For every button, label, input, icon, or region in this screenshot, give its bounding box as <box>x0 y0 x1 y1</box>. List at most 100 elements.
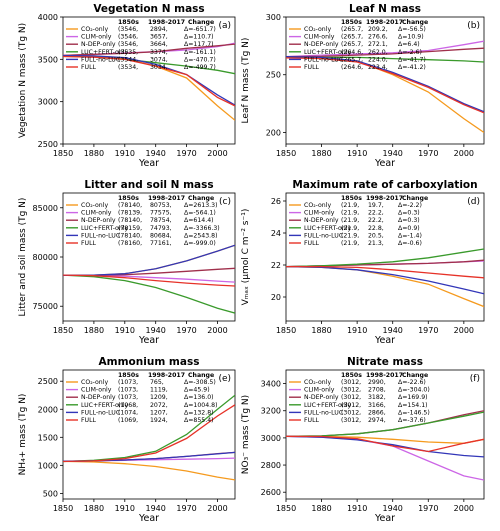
y-tick-label: 1000 <box>38 461 58 470</box>
y-axis-label: NH₄+ mass (Tg N) <box>18 394 28 476</box>
legend-series-name: FULL <box>304 240 320 247</box>
legend-value-change: Δ=169.9) <box>398 394 428 401</box>
x-axis-label: Year <box>138 335 159 346</box>
legend-header-1850s: 1850s <box>341 195 362 202</box>
y-tick-label: 4000 <box>38 13 58 22</box>
panel-letter: (b) <box>467 21 480 31</box>
x-tick-label: 1880 <box>311 326 331 335</box>
legend-value-change: Δ=-499.7) <box>184 64 216 71</box>
y-tick-label: 80000 <box>33 253 58 262</box>
legend-series-name: FULL-no-LUC <box>81 56 120 63</box>
legend-value-change: Δ=-1.4) <box>398 232 422 239</box>
legend-value-change: Δ=-470.7) <box>184 56 216 63</box>
legend-header-recent: 1998-2017 <box>366 19 403 26</box>
legend-value-1850s: (78140, <box>118 217 142 224</box>
legend-header-recent: 1998-2017 <box>148 19 185 26</box>
legend-series-name: N-DEP-only <box>304 41 339 48</box>
legend-value-1850s: (3534, <box>118 64 138 71</box>
legend-value-recent: 3074, <box>150 56 168 63</box>
x-tick-label: 1910 <box>115 149 135 158</box>
chart-panel-f: Nitrate mass 1850 1880 1910 1940 1970 2000 2600… <box>241 356 485 524</box>
x-tick-label: 1910 <box>115 504 135 513</box>
series-line <box>286 265 484 279</box>
legend-value-change: Δ=-161.1) <box>184 49 216 56</box>
x-axis-label: Year <box>374 335 395 346</box>
plot-frame <box>285 369 485 500</box>
legend-value-1850s: (264.6, <box>341 49 363 56</box>
legend-value-change: Δ=-304.0) <box>398 387 430 394</box>
x-tick-label: 2000 <box>207 504 227 513</box>
legend-value-recent: 272.1, <box>368 41 388 48</box>
x-tick-label: 1880 <box>84 149 104 158</box>
legend-value-change: Δ=6.4) <box>398 41 420 48</box>
legend-value-recent: 22.8, <box>368 225 384 232</box>
x-tick-label: 1970 <box>176 149 196 158</box>
legend-header-recent: 1998-2017 <box>366 195 403 202</box>
legend-value-1850s: (78160, <box>118 240 142 247</box>
legend-value-recent: 21.3, <box>368 240 384 247</box>
legend-value-change: Δ=-2.6) <box>398 49 422 56</box>
x-tick-label: 1880 <box>84 504 104 513</box>
y-tick-label: 3000 <box>38 98 58 107</box>
legend-value-change: Δ=45.9) <box>184 387 210 394</box>
legend-value-change: Δ=117.7) <box>184 41 214 48</box>
legend-value-1850s: (3546, <box>118 34 138 41</box>
legend-series-name: CO₂-only <box>81 202 108 209</box>
legend-header-1850s: 1850s <box>118 19 139 26</box>
x-tick-label: 1940 <box>146 504 166 513</box>
x-tick-label: 1880 <box>311 504 331 513</box>
legend-series-name: FULL <box>304 417 320 424</box>
legend-series-name: LUC+FERT-only <box>304 49 351 56</box>
series-line <box>63 460 235 481</box>
y-tick-label: 20 <box>271 293 281 302</box>
legend-series-name: FULL <box>81 64 97 71</box>
legend-header-1850s: 1850s <box>118 372 139 379</box>
chart-panel-d: Maximum rate of carboxylation 1850 1880 191… <box>241 179 485 346</box>
y-tick-label: 24 <box>271 229 281 238</box>
y-tick-label: 26 <box>271 197 281 206</box>
series-line <box>63 244 235 276</box>
x-tick-label: 1910 <box>347 149 367 158</box>
legend-value-1850s: (3535, <box>118 49 138 56</box>
legend-value-recent: 22.2, <box>368 217 384 224</box>
legend-value-recent: 74793, <box>150 225 172 232</box>
legend-series-name: FULL <box>81 417 97 424</box>
chart-title: Nitrate mass <box>347 356 423 368</box>
x-tick-label: 1850 <box>276 326 296 335</box>
x-tick-label: 1850 <box>276 149 296 158</box>
series-line <box>286 40 484 58</box>
legend-series-name: CLIM-only <box>81 210 112 217</box>
legend-value-1850s: (21.9, <box>341 240 359 247</box>
x-axis-label: Year <box>138 513 159 524</box>
x-tick-label: 1880 <box>84 326 104 335</box>
legend-series-name: LUC+FERT-only <box>304 402 351 409</box>
x-tick-label: 1970 <box>418 504 438 513</box>
x-tick-label: 1940 <box>146 149 166 158</box>
legend-value-change: Δ=2543.8) <box>184 232 217 239</box>
legend-value-recent: 223.4, <box>368 64 388 71</box>
x-tick-label: 1940 <box>383 504 403 513</box>
legend-value-recent: 3657, <box>150 34 168 41</box>
x-tick-label: 1970 <box>176 326 196 335</box>
plot-frame <box>285 16 485 145</box>
legend-value-recent: 1207, <box>150 409 168 416</box>
legend-value-recent: 209.2, <box>368 26 388 33</box>
legend-series-name: N-DEP-only <box>304 217 339 224</box>
legend-value-change: Δ=-999.0) <box>184 240 216 247</box>
y-axis-label: Litter and soil mass (Tg N) <box>18 198 28 317</box>
panel-letter: (c) <box>219 197 231 207</box>
legend-series-name: CO₂-only <box>81 26 108 33</box>
chart-title: Ammonium mass <box>99 356 200 368</box>
legend-series-name: FULL-no-LUC <box>304 409 343 416</box>
legend-series-name: CO₂-only <box>304 202 331 209</box>
legend-value-1850s: (3012, <box>341 409 361 416</box>
chart-title: Vegetation N mass <box>93 3 204 15</box>
legend-value-recent: 2708, <box>368 387 386 394</box>
legend-value-recent: 19.7, <box>368 202 384 209</box>
series-line <box>286 57 484 114</box>
legend-value-change: Δ=-41.7) <box>398 56 426 63</box>
legend-value-1850s: (3012, <box>341 417 361 424</box>
legend-value-1850s: (1068, <box>118 402 138 409</box>
legend-value-change: Δ=-41.2) <box>398 64 426 71</box>
